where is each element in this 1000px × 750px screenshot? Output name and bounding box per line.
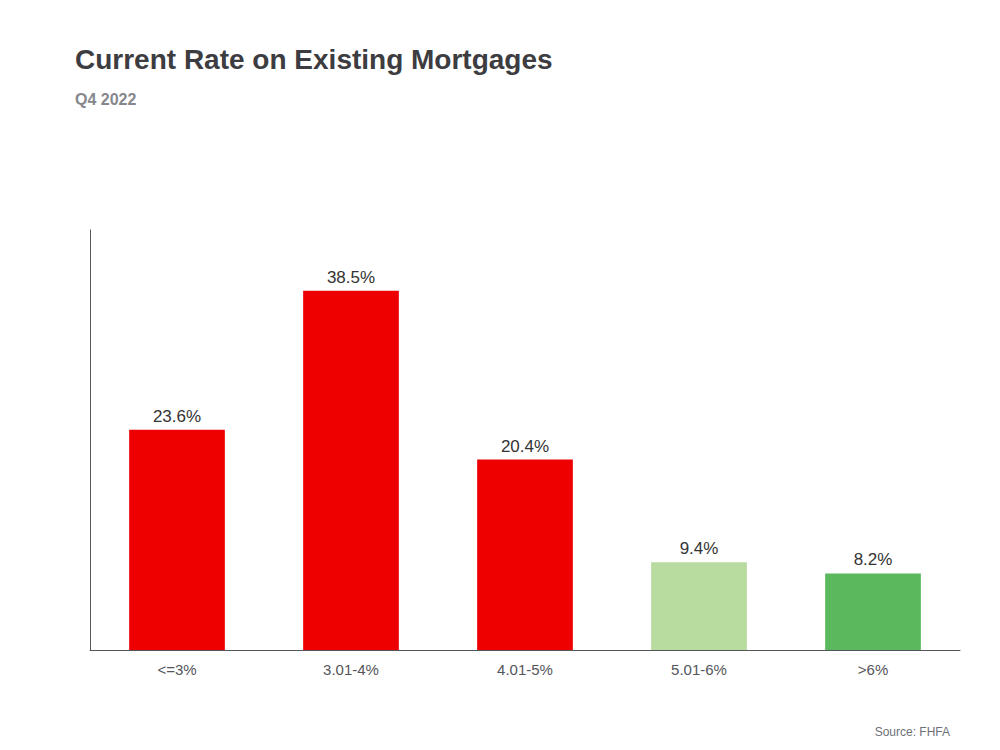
svg-text:<=3%: <=3% [157, 661, 196, 678]
svg-text:5.01-6%: 5.01-6% [671, 661, 727, 678]
svg-text:23.6%: 23.6% [153, 407, 201, 426]
svg-text:Q4 2022: Q4 2022 [75, 91, 136, 108]
svg-text:4.01-5%: 4.01-5% [497, 661, 553, 678]
svg-text:38.5%: 38.5% [327, 268, 375, 287]
svg-text:9.4%: 9.4% [680, 539, 719, 558]
svg-text:Current Rate on Existing Mortg: Current Rate on Existing Mortgages [75, 44, 553, 75]
svg-text:3.01-4%: 3.01-4% [323, 661, 379, 678]
svg-text:8.2%: 8.2% [854, 550, 893, 569]
svg-text:>6%: >6% [858, 661, 888, 678]
svg-text:20.4%: 20.4% [501, 437, 549, 456]
svg-text:Source: FHFA: Source: FHFA [875, 725, 950, 739]
